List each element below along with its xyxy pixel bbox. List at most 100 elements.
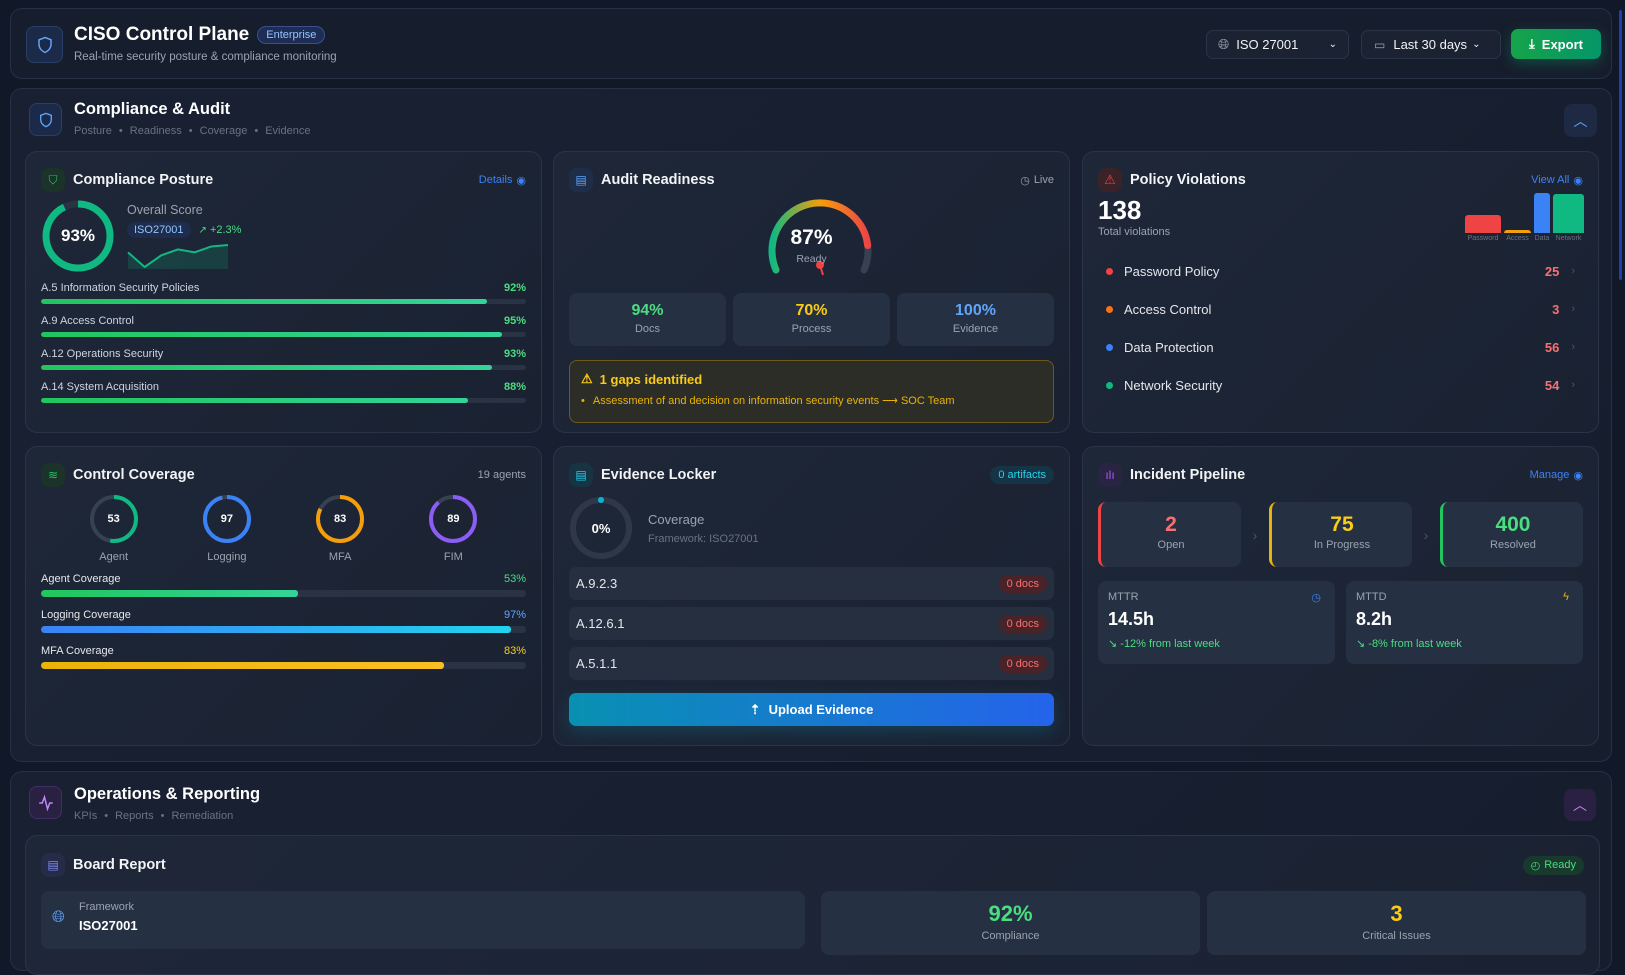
pipeline-stage[interactable]: 75 In Progress [1268,502,1412,567]
incidents-stages-2-label: Resolved [1490,539,1536,551]
incidents-stages-0-value: 2 [1165,513,1177,536]
chevron-right-icon: › [1423,526,1429,543]
board-framework-label: Framework [79,901,135,913]
ready-badge: ◴ Ready [1522,855,1584,875]
globe-icon: 🌐︎ [52,909,65,926]
manage-link[interactable]: Manage ◉ [1530,469,1583,482]
collapse-button[interactable]: ︿ [1564,104,1597,137]
upload-evidence-button[interactable]: ⇡ Upload Evidence [569,693,1054,726]
violation-bar [1534,193,1550,233]
shield-icon [29,103,62,136]
violations-items-2-count: 56 [1544,339,1560,355]
section-title: Compliance & Audit [74,100,231,118]
violations-items-1-count: 3 [1552,301,1560,317]
violation-item[interactable]: Password Policy 25 › [1098,252,1583,290]
coverage-ring: 89 FIM [423,494,483,563]
readiness-stat: 70% Process [733,293,890,346]
evidence-row[interactable]: A.5.1.1 0 docs [569,647,1054,680]
coverage-ring: 83 MFA [310,494,370,563]
scrollbar[interactable] [1619,10,1622,280]
coverage-bars-0-label: Agent Coverage [41,573,121,585]
posture-controls-1-label: A.9 Access Control [41,315,134,327]
violation-item[interactable]: Network Security 54 › [1098,366,1583,404]
posture-link: Details [478,174,513,186]
evidence-rows-0-control: A.9.2.3 [576,576,618,591]
docs-badge: 0 docs [998,574,1047,593]
framework-box: 🌐︎ Framework ISO27001 [41,891,805,949]
compliance-posture-card: ⛉ Compliance Posture Details ◉ 93% Overall… [25,151,542,433]
incident-metric: MTTD ϟ 8.2h ↘ -8% from last week [1346,581,1583,664]
incidents-metrics-1-value: 8.2h [1356,609,1393,629]
violations-items-1-label: Access Control [1124,301,1212,317]
audit-stats-0-value: 94% [631,302,664,319]
status-dot [1106,305,1113,313]
warning-icon: ⚠ [1098,168,1122,192]
clock-icon: ◷ [1311,592,1321,604]
download-icon: ⤓ [1529,36,1535,51]
audit-gaps-title: 1 gaps identified [599,371,703,387]
framework-select[interactable]: 🌐︎ ISO 27001 ⌄ [1206,30,1349,59]
trend-down-icon: ↘ [1108,638,1118,650]
violations-link: View All [1531,174,1570,186]
collapse-button[interactable]: ︿ [1564,789,1596,821]
coverage-bars-1-display: 97% [503,609,526,621]
control-progress: A.9 Access Control 95% [41,315,526,337]
score-donut: 93% [41,199,115,273]
incidents-metrics-0-label: MTTR [1108,591,1139,603]
board-compliance: 92% [988,901,1033,926]
incidents-link: Manage [1529,469,1570,481]
section-breadcrumb: Posture • Readiness • Coverage • Evidence [74,125,311,137]
header-export-label: Export [1541,36,1583,52]
section2-crumbs-1: Reports [115,810,154,822]
violations-items-0-label: Password Policy [1124,263,1220,279]
violations-total: 138 [1098,195,1142,225]
board-title: Board Report [73,857,166,873]
control-progress: A.5 Information Security Policies 92% [41,282,526,304]
status-dot [1106,267,1113,275]
gap-item: Assessment of and decision on informatio… [592,395,955,407]
coverage-bars-2-display: 83% [503,645,526,657]
violation-item[interactable]: Access Control 3 › [1098,290,1583,328]
view-all-link[interactable]: View All ◉ [1531,174,1583,187]
shield-icon [26,26,63,63]
evidence-title: Evidence Locker [601,467,717,483]
incidents-metrics-0-change: -12% from last week [1120,638,1220,650]
audit-ready-label: Ready [796,253,827,265]
export-button[interactable]: ⤓ Export [1511,29,1601,59]
audit-live: Live [1033,174,1054,186]
date-range-select[interactable]: ▭ Last 30 days ⌄ [1361,30,1501,59]
compliance-stat: 92% Compliance [821,891,1200,955]
violations-items-0-count: 25 [1544,263,1560,279]
evidence-rows-2-control: A.5.1.1 [576,656,618,671]
section1-crumbs-0: Posture [74,125,112,137]
chevron-down-icon: ⌄ [1328,39,1337,50]
evidence-row[interactable]: A.12.6.1 0 docs [569,607,1054,640]
pipeline-stage[interactable]: 2 Open [1098,502,1241,567]
posture-controls-3-label: A.14 System Acquisition [41,381,160,393]
evidence-upload-label: Upload Evidence [768,702,874,717]
details-link[interactable]: Details ◉ [479,174,526,187]
upload-icon: ⇡ [749,701,761,717]
chevron-right-icon: › [1571,341,1575,353]
chevron-down-icon: ⌄ [1472,39,1481,50]
globe-icon: 🌐︎ [1218,36,1230,52]
header-framework-select: ISO 27001 [1236,37,1299,52]
check-circle-icon: ◴ [1530,859,1541,872]
audit-stats-1-value: 70% [795,302,828,319]
violation-item[interactable]: Data Protection 56 › [1098,328,1583,366]
readiness-gauge: 87% Ready [569,193,1054,289]
violations-total-label: Total violations [1098,226,1171,238]
audit-title: Audit Readiness [601,172,715,188]
evidence-row[interactable]: A.9.2.3 0 docs [569,567,1054,600]
chevron-right-icon: › [1252,526,1258,543]
posture-title: Compliance Posture [73,172,214,188]
violations-items-3-label: Network Security [1124,377,1223,393]
coverage-ring: 53 Agent [84,494,144,563]
violation-bar [1504,230,1531,233]
incidents-metrics-1-change: -8% from last week [1368,638,1462,650]
header-date-select: Last 30 days [1393,37,1468,52]
document-icon: ▤ [569,463,593,487]
pipeline-stage[interactable]: 400 Resolved [1439,502,1583,567]
docs-badge: 0 docs [998,614,1047,633]
coverage-progress: MFA Coverage 83% [41,645,526,669]
